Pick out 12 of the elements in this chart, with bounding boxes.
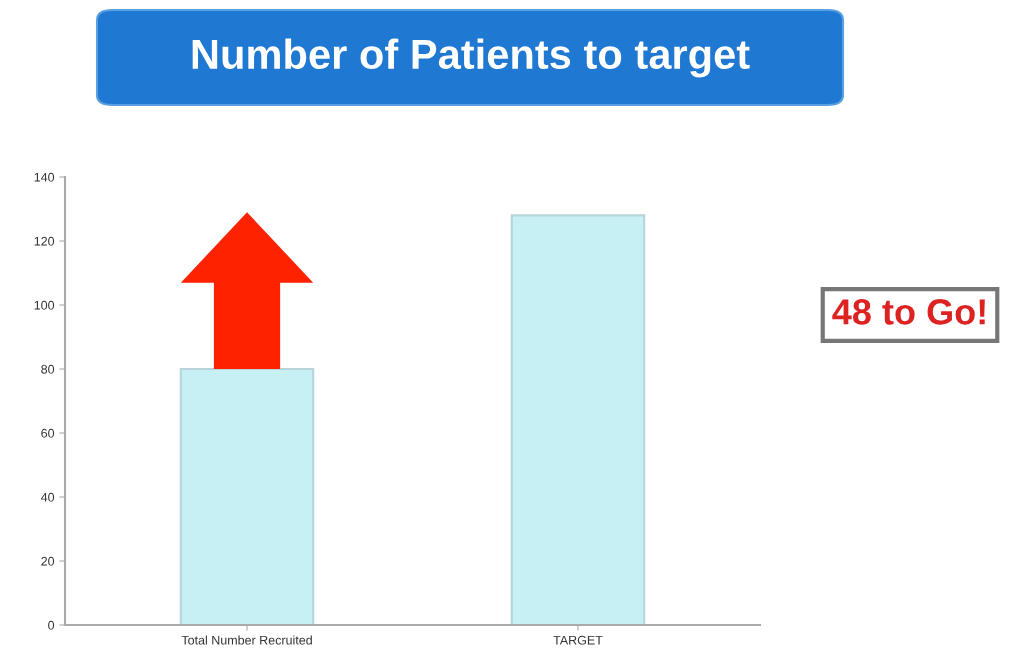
y-tick-label: 20: [41, 556, 55, 566]
y-tick-label: 60: [41, 428, 55, 438]
y-tick-label: 80: [41, 364, 55, 374]
y-tick-label: 0: [48, 620, 55, 630]
y-tick-label: 120: [34, 236, 55, 246]
y-tick-label: 140: [34, 172, 55, 182]
y-tick-label: 40: [40, 492, 55, 502]
chart-title: Number of Patients to target: [192, 38, 750, 78]
x-tick-label: Total Number Recruited: [181, 635, 312, 645]
x-tick-label: TARGET: [553, 635, 603, 645]
text: 48 to Go!: [832, 299, 985, 325]
y-tick-label: 100: [34, 300, 55, 310]
